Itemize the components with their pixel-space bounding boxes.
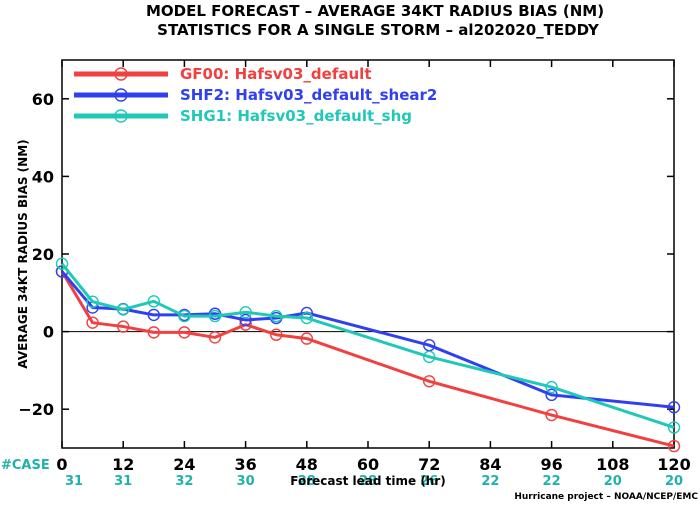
data-point bbox=[239, 313, 252, 327]
x-tick-label: 72 bbox=[418, 455, 440, 474]
series-layer bbox=[55, 257, 681, 453]
data-point bbox=[86, 316, 99, 329]
data-point bbox=[116, 303, 130, 316]
legend-label: GF00: Hafsv03_default bbox=[180, 65, 371, 83]
data-point bbox=[178, 309, 191, 323]
data-point bbox=[667, 421, 681, 434]
data-point bbox=[545, 380, 558, 394]
x-tick-label: 48 bbox=[296, 455, 318, 474]
legend-marker bbox=[114, 109, 128, 123]
case-count-label: 20 bbox=[604, 474, 622, 489]
x-tick-label: 96 bbox=[540, 455, 562, 474]
case-count-label: 28 bbox=[359, 474, 377, 489]
data-point bbox=[147, 308, 161, 322]
case-count-label: 28 bbox=[298, 474, 316, 489]
x-tick-label: 108 bbox=[596, 455, 629, 474]
y-tick-label: 0 bbox=[43, 323, 54, 342]
data-point bbox=[55, 257, 69, 270]
data-point bbox=[116, 320, 130, 333]
x-tick-label: 36 bbox=[234, 455, 256, 474]
x-tick-label: 84 bbox=[479, 455, 501, 474]
legend-label: SHF2: Hafsv03_default_shear2 bbox=[180, 86, 437, 104]
case-count-label: 31 bbox=[65, 474, 83, 489]
data-point bbox=[423, 350, 436, 364]
case-count-label: 22 bbox=[481, 474, 499, 489]
data-point bbox=[667, 439, 681, 453]
case-count-label: 22 bbox=[543, 474, 561, 489]
data-point bbox=[178, 326, 191, 339]
case-count-label: 32 bbox=[175, 474, 193, 489]
legend-marker bbox=[114, 67, 128, 81]
chart-title-line1: MODEL FORECAST – AVERAGE 34KT RADIUS BIA… bbox=[146, 2, 604, 20]
data-point bbox=[147, 326, 161, 339]
data-point bbox=[300, 332, 313, 345]
data-point bbox=[239, 306, 252, 319]
x-tick-label: 0 bbox=[56, 455, 67, 474]
series-line-0 bbox=[60, 270, 675, 448]
data-point bbox=[270, 309, 283, 323]
legend-marker bbox=[114, 88, 128, 102]
data-point bbox=[545, 408, 558, 422]
x-tick-label: 24 bbox=[173, 455, 195, 474]
x-tick-label: 12 bbox=[112, 455, 134, 474]
data-point bbox=[545, 388, 558, 402]
series-line-1 bbox=[60, 270, 675, 409]
case-count-label: 26 bbox=[420, 474, 438, 489]
data-point bbox=[208, 331, 222, 344]
data-point bbox=[86, 295, 99, 308]
x-axis-title: Forecast lead time (hr) bbox=[290, 474, 446, 488]
data-point bbox=[270, 328, 283, 341]
case-count-label: 31 bbox=[114, 474, 132, 489]
x-tick-label: 120 bbox=[657, 455, 690, 474]
y-tick-label: −20 bbox=[18, 400, 54, 419]
case-count-row: #CASE 31 31 32 30 28 28 26 22 22 20 20 bbox=[1, 458, 683, 489]
chart-title-line2: STATISTICS FOR A SINGLE STORM – al202020… bbox=[157, 21, 600, 39]
y-tick-label: 40 bbox=[32, 167, 54, 186]
y-tick-label: 60 bbox=[32, 90, 54, 109]
x-axis-ticks: 0 12 24 36 48 60 72 84 96 108 120 bbox=[56, 60, 691, 474]
data-point bbox=[667, 401, 681, 414]
case-row-label: #CASE bbox=[1, 458, 50, 473]
y-axis-title: AVERAGE 34KT RADIUS BIAS (NM) bbox=[16, 139, 30, 368]
case-count-label: 30 bbox=[237, 474, 255, 489]
legend-label: SHG1: Hafsv03_default_shg bbox=[180, 107, 412, 125]
data-point bbox=[208, 309, 222, 323]
credit-text: Hurricane project – NOAA/NCEP/EMC bbox=[514, 492, 698, 502]
legend: GF00: Hafsv03_default SHF2: Hafsv03_defau… bbox=[74, 65, 437, 125]
data-point bbox=[423, 375, 436, 388]
data-point bbox=[147, 295, 161, 308]
y-tick-label: 20 bbox=[32, 245, 54, 264]
series-line-2 bbox=[60, 262, 675, 429]
x-tick-label: 60 bbox=[357, 455, 379, 474]
case-count-label: 20 bbox=[665, 474, 683, 489]
data-point bbox=[300, 311, 313, 325]
y-axis-ticks: −20 0 20 40 60 bbox=[18, 90, 674, 419]
